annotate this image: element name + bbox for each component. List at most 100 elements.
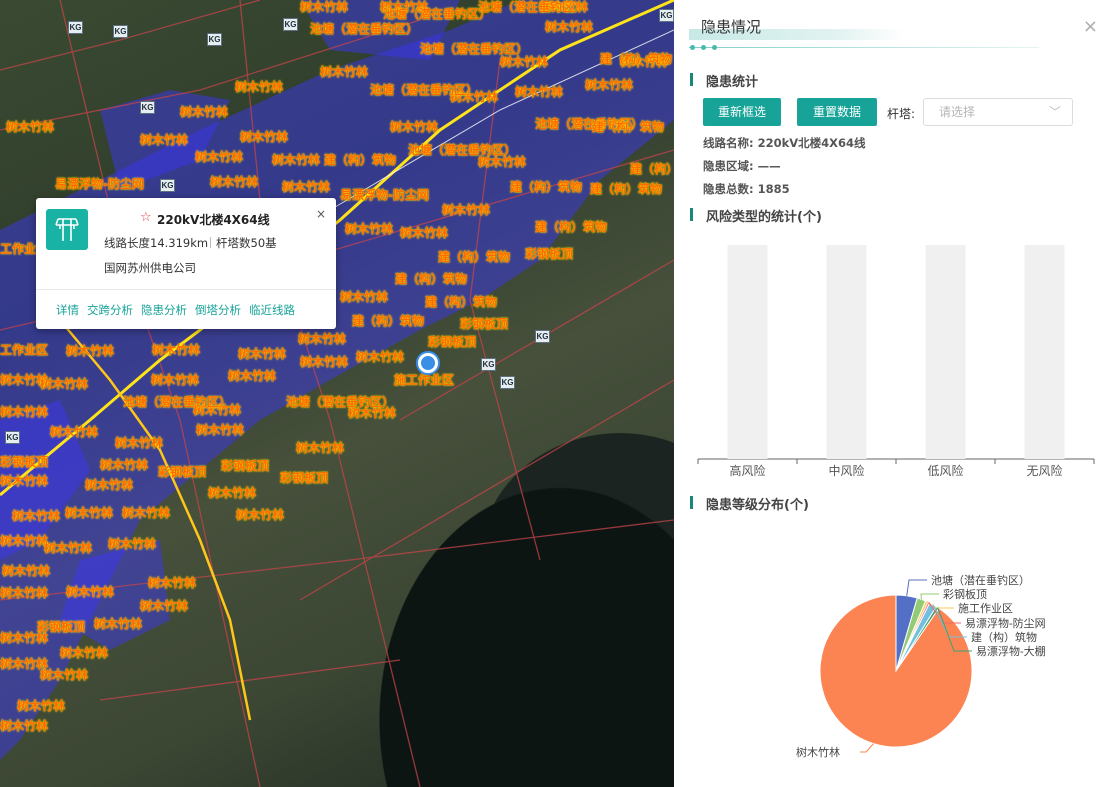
hazard-label[interactable]: 树木竹林 bbox=[585, 78, 634, 92]
hazard-label[interactable]: 建（构）筑物 bbox=[630, 162, 674, 176]
hazard-label[interactable]: 建（构）筑物 bbox=[592, 120, 665, 134]
hazard-label[interactable]: 树木竹林 bbox=[340, 290, 389, 304]
hazard-label[interactable]: 树木竹林 bbox=[298, 332, 347, 346]
hazard-label[interactable]: 树木竹林 bbox=[0, 474, 49, 488]
hazard-label[interactable]: 易漂浮物-防尘网 bbox=[340, 188, 429, 202]
tower-select[interactable]: 请选择 ﹀ bbox=[923, 98, 1073, 126]
favorite-star-icon[interactable]: ☆ bbox=[140, 210, 152, 225]
reselect-button[interactable]: 重新框选 bbox=[703, 98, 781, 126]
hazard-label[interactable]: 树木竹林 bbox=[345, 222, 394, 236]
hazard-label[interactable]: 池塘（潜在垂钓区） bbox=[408, 143, 517, 157]
hazard-label[interactable]: 树木竹林 bbox=[240, 130, 289, 144]
hazard-label[interactable]: 树木竹林 bbox=[40, 377, 89, 391]
hazard-label[interactable]: 树木竹林 bbox=[500, 55, 549, 69]
selected-tower-marker[interactable] bbox=[418, 353, 438, 373]
hazard-label[interactable]: 树木竹林 bbox=[545, 20, 594, 34]
hazard-label[interactable]: 树木竹林 bbox=[65, 506, 114, 520]
hazard-label[interactable]: 建（构）筑物 bbox=[535, 220, 608, 234]
hazard-label[interactable]: 池塘（潜在垂钓区） bbox=[310, 22, 419, 36]
hazard-label[interactable]: 树木竹林 bbox=[100, 458, 149, 472]
hazard-label[interactable]: 池塘（潜在垂钓区） bbox=[420, 42, 529, 56]
hazard-label[interactable]: 树木竹林 bbox=[50, 425, 99, 439]
hazard-label[interactable]: 树木竹林 bbox=[6, 120, 55, 134]
hazard-label[interactable]: 树木竹林 bbox=[0, 719, 49, 733]
hazard-label[interactable]: 树木竹林 bbox=[515, 85, 564, 99]
hazard-label[interactable]: 树木竹林 bbox=[115, 436, 164, 450]
panel-close-button[interactable]: × bbox=[1082, 16, 1098, 37]
hazard-label[interactable]: 树木竹林 bbox=[300, 355, 349, 369]
hazard-label[interactable]: 施工作业区 bbox=[394, 373, 455, 387]
hazard-label[interactable]: 树木竹林 bbox=[66, 585, 115, 599]
hazard-label[interactable]: 易漂浮物-防尘网 bbox=[55, 177, 144, 191]
hazard-label[interactable]: 建（构）筑物 bbox=[395, 272, 468, 286]
hazard-label[interactable]: 树木竹林 bbox=[272, 153, 321, 167]
hazard-label[interactable]: 树木竹林 bbox=[400, 226, 449, 240]
hazard-label[interactable]: 彩钢板顶 bbox=[0, 455, 49, 469]
link-nearby-lines[interactable]: 临近线路 bbox=[249, 303, 295, 317]
hazard-label[interactable]: 树木竹林 bbox=[228, 369, 277, 383]
hazard-label[interactable]: 树木竹林 bbox=[140, 599, 189, 613]
hazard-label[interactable]: 树木竹林 bbox=[193, 403, 242, 417]
hazard-label[interactable]: 树木竹林 bbox=[122, 506, 171, 520]
map-view[interactable]: 树木竹林 树木竹林 树木竹林 树木竹林 树木竹林 树木竹林 树木竹林 树木竹林 … bbox=[0, 0, 674, 787]
hazard-label[interactable]: 建（构）筑物 bbox=[600, 52, 673, 66]
hazard-label[interactable]: 树木竹林 bbox=[108, 537, 157, 551]
hazard-label[interactable]: 树木竹林 bbox=[320, 65, 369, 79]
hazard-label[interactable]: 树木竹林 bbox=[296, 441, 345, 455]
hazard-label[interactable]: 树木竹林 bbox=[0, 534, 49, 548]
hazard-label[interactable]: 彩钢板顶 bbox=[280, 471, 329, 485]
hazard-label[interactable]: 树木竹林 bbox=[380, 0, 429, 14]
substation-marker[interactable]: KG bbox=[5, 431, 20, 444]
hazard-label[interactable]: 树木竹林 bbox=[236, 508, 285, 522]
hazard-label[interactable]: 池塘（潜在垂钓区） bbox=[370, 83, 479, 97]
hazard-label[interactable]: 树木竹林 bbox=[195, 150, 244, 164]
hazard-label[interactable]: 树木竹林 bbox=[12, 509, 61, 523]
hazard-label[interactable]: 池塘（潜在垂钓区） bbox=[286, 395, 395, 409]
hazard-label[interactable]: 树木竹林 bbox=[210, 175, 259, 189]
hazard-label[interactable]: 树木竹林 bbox=[152, 343, 201, 357]
hazard-label[interactable]: 工作业区 bbox=[0, 343, 49, 357]
hazard-label[interactable]: 树木竹林 bbox=[238, 347, 287, 361]
substation-marker[interactable]: KG bbox=[140, 101, 155, 114]
hazard-label[interactable]: 树木竹林 bbox=[0, 657, 49, 671]
hazard-label[interactable]: 树木竹林 bbox=[348, 406, 397, 420]
substation-marker[interactable]: KG bbox=[68, 21, 83, 34]
hazard-label[interactable]: 彩钢板顶 bbox=[37, 620, 86, 634]
hazard-label[interactable]: 树木竹林 bbox=[94, 617, 143, 631]
substation-marker[interactable]: KG bbox=[207, 33, 222, 46]
hazard-label[interactable]: 建（构）筑物 bbox=[352, 314, 425, 328]
hazard-label[interactable]: 树木竹林 bbox=[540, 0, 589, 14]
hazard-label[interactable]: 建（构）筑物 bbox=[590, 182, 663, 196]
hazard-label[interactable]: 建（构）筑物 bbox=[425, 295, 498, 309]
hazard-label[interactable]: 树木竹林 bbox=[0, 405, 49, 419]
link-crossing-analysis[interactable]: 交跨分析 bbox=[87, 303, 133, 317]
hazard-label[interactable]: 彩钢板顶 bbox=[158, 465, 207, 479]
hazard-label[interactable]: 树木竹林 bbox=[2, 564, 51, 578]
substation-marker[interactable]: KG bbox=[659, 9, 674, 22]
popup-close-button[interactable]: × bbox=[315, 207, 326, 221]
hazard-label[interactable]: 树木竹林 bbox=[0, 373, 49, 387]
hazard-label[interactable]: 树木竹林 bbox=[148, 576, 197, 590]
substation-marker[interactable]: KG bbox=[481, 358, 496, 371]
link-hazard-analysis[interactable]: 隐患分析 bbox=[141, 303, 187, 317]
hazard-label[interactable]: 彩钢板顶 bbox=[428, 335, 477, 349]
hazard-label[interactable]: 树木竹林 bbox=[66, 344, 115, 358]
hazard-label[interactable]: 树木竹林 bbox=[0, 586, 49, 600]
hazard-label[interactable]: 池塘（潜在垂钓区） bbox=[535, 117, 644, 131]
substation-marker[interactable]: KG bbox=[113, 25, 128, 38]
hazard-label[interactable]: 树木竹林 bbox=[40, 668, 89, 682]
hazard-label[interactable]: 树木竹林 bbox=[450, 90, 499, 104]
substation-marker[interactable]: KG bbox=[283, 18, 298, 31]
hazard-label[interactable]: 建（构）筑物 bbox=[510, 180, 583, 194]
hazard-label[interactable]: 树木竹林 bbox=[442, 203, 491, 217]
hazard-label[interactable]: 彩钢板顶 bbox=[525, 247, 574, 261]
link-tower-collapse-analysis[interactable]: 倒塔分析 bbox=[195, 303, 241, 317]
hazard-label[interactable]: 树木竹林 bbox=[0, 631, 49, 645]
hazard-label[interactable]: 树木竹林 bbox=[196, 423, 245, 437]
substation-marker[interactable]: KG bbox=[500, 376, 515, 389]
hazard-label[interactable]: 树木竹林 bbox=[620, 55, 669, 69]
hazard-label[interactable]: 池塘（潜在垂钓区） bbox=[383, 7, 492, 21]
hazard-label[interactable]: 树木竹林 bbox=[140, 133, 189, 147]
hazard-label[interactable]: 树木竹林 bbox=[151, 373, 200, 387]
hazard-label[interactable]: 彩钢板顶 bbox=[221, 459, 270, 473]
